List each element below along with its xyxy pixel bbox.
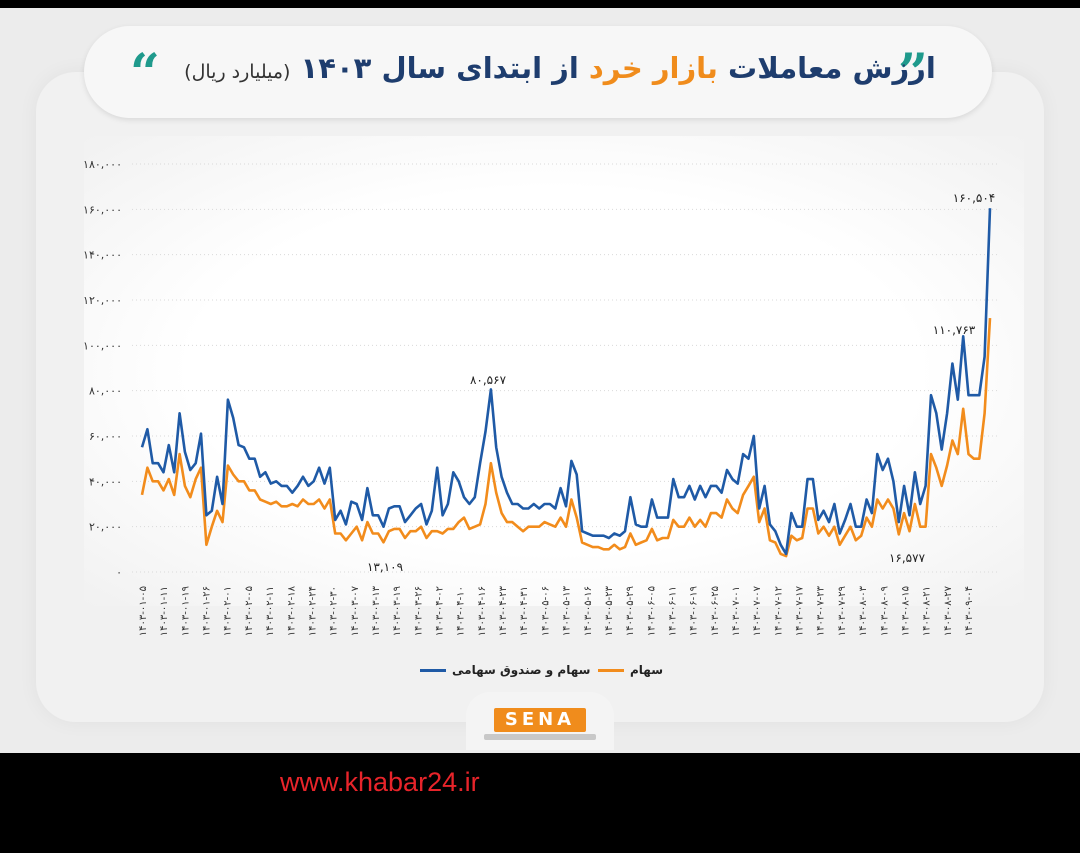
logo-box: SENA xyxy=(494,708,586,732)
x-tick-label: ۱۴۰۳-۰۲-۲۴ xyxy=(307,586,318,636)
title-suffix: از ابتدای سال ۱۴۰۳ xyxy=(300,51,579,85)
x-tick-label: ۱۴۰۳-۰۷-۱۲ xyxy=(773,586,784,636)
legend-label-blue: سهام و صندوق سهامی xyxy=(452,663,591,677)
x-tick-label: ۱۴۰۳-۰۱-۰۵ xyxy=(138,586,149,636)
title-unit: (میلیارد ریال) xyxy=(184,61,291,83)
logo-text: SENA xyxy=(504,709,576,730)
logo-tagline xyxy=(484,734,596,740)
x-tick-label: ۱۴۰۳-۰۷-۱۷ xyxy=(795,585,806,636)
x-tick-label: ۱۴۰۳-۰۸-۲۷ xyxy=(943,585,954,636)
y-tick-label: ۰ xyxy=(116,566,122,579)
x-tick-label: ۱۴۰۳-۰۲-۱۸ xyxy=(286,585,297,636)
y-tick-label: ۱۲۰,۰۰۰ xyxy=(83,294,122,307)
data-label: ۱۶۰,۵۰۴ xyxy=(953,191,996,205)
sena-logo: SENA xyxy=(466,692,614,750)
line-chart: ۰ ۲۰,۰۰۰ ۴۰,۰۰۰ ۶۰,۰۰۰ ۸۰,۰۰۰ ۱۰۰,۰۰۰ ۱۲۰,۰۰۰ ۱… xyxy=(83,158,1000,636)
chart-title: ارزش معاملات بازار خرد از ابتدای سال ۱۴۰… xyxy=(180,41,940,95)
legend-item-blue: سهام و صندوق سهامی xyxy=(420,660,610,680)
x-tick-label: ۱۴۰۳-۰۸-۰۳ xyxy=(858,585,869,636)
title-banner xyxy=(84,26,992,118)
x-tick-label: ۱۴۰۳-۰۴-۰۲ xyxy=(435,586,446,636)
x-tick-label: ۱۴۰۳-۰۶-۲۵ xyxy=(710,586,721,636)
data-label: ۱۶,۵۷۷ xyxy=(889,551,926,565)
data-label: ۱۳,۱۰۹ xyxy=(367,560,403,574)
legend-swatch-orange xyxy=(598,669,624,672)
x-tick-label: ۱۴۰۳-۰۴-۲۳ xyxy=(498,585,509,636)
legend-item-orange: سهام xyxy=(598,660,688,680)
x-tick-label: ۱۴۰۳-۰۱-۱۱ xyxy=(159,586,170,636)
x-tick-label: ۱۴۰۳-۰۲-۰۱ xyxy=(223,586,234,636)
y-tick-label: ۱۴۰,۰۰۰ xyxy=(83,249,122,262)
x-tick-label: ۱۴۰۳-۰۶-۱۹ xyxy=(689,586,700,636)
x-tick-label: ۱۴۰۳-۰۷-۲۳ xyxy=(816,585,827,636)
x-tick-label: ۱۴۰۳-۰۶-۱۱ xyxy=(667,586,678,636)
quote-open-icon: “ xyxy=(130,43,160,104)
x-tick-label: ۱۴۰۳-۰۲-۳۰ xyxy=(329,586,340,636)
data-label: ۱۱۰,۷۶۳ xyxy=(933,323,976,337)
y-tick-label: ۱۶۰,۰۰۰ xyxy=(83,203,122,216)
title-prefix: ارزش معاملات xyxy=(728,51,936,85)
x-tick-label: ۱۴۰۳-۰۵-۰۶ xyxy=(540,586,551,636)
x-tick-label: ۱۴۰۳-۰۳-۱۹ xyxy=(392,586,403,636)
x-tick-label: ۱۴۰۳-۰۱-۱۹ xyxy=(180,586,191,636)
infographic-card: “ ” ارزش معاملات بازار خرد از ابتدای سال… xyxy=(0,8,1080,753)
y-tick-label: ۱۰۰,۰۰۰ xyxy=(83,339,122,352)
x-tick-label: ۱۴۰۳-۰۴-۱۶ xyxy=(477,586,488,636)
plot-area xyxy=(84,136,1024,606)
x-tick-label: ۱۴۰۳-۰۲-۰۵ xyxy=(244,586,255,636)
y-tick-label: ۸۰,۰۰۰ xyxy=(89,385,122,398)
x-tick-label: ۱۴۰۳-۰۵-۲۳ xyxy=(604,585,615,636)
x-tick-label: ۱۴۰۳-۰۲-۱۱ xyxy=(265,586,276,636)
x-tick-label: ۱۴۰۳-۰۸-۲۱ xyxy=(922,586,933,636)
x-tick-label: ۱۴۰۳-۰۳-۰۷ xyxy=(350,585,361,636)
x-tick-label: ۱۴۰۳-۰۵-۲۹ xyxy=(625,586,636,636)
series-line-orange xyxy=(140,318,992,558)
y-tick-label: ۶۰,۰۰۰ xyxy=(89,430,122,443)
x-tick-label: ۱۴۰۳-۰۴-۱۰ xyxy=(456,586,467,636)
x-tick-label: ۱۴۰۳-۰۶-۰۵ xyxy=(646,586,657,636)
x-tick-label: ۱۴۰۳-۰۳-۲۶ xyxy=(413,586,424,636)
footer-bar: www.khabar24.ir xyxy=(0,753,1080,853)
x-tick-label: ۱۴۰۳-۰۵-۱۳ xyxy=(562,585,573,636)
website-link[interactable]: www.khabar24.ir xyxy=(280,767,480,797)
x-tick-label: ۱۴۰۳-۰۳-۱۳ xyxy=(371,585,382,636)
x-tick-label: ۱۴۰۳-۰۹-۰۴ xyxy=(964,586,975,636)
quote-close-icon: ” xyxy=(898,43,928,104)
x-tick-label: ۱۴۰۳-۰۷-۰۱ xyxy=(731,586,742,636)
x-tick-label: ۱۴۰۳-۰۵-۱۶ xyxy=(583,586,594,636)
y-tick-label: ۴۰,۰۰۰ xyxy=(89,475,122,488)
legend-label-orange: سهام xyxy=(630,663,664,677)
x-tick-label: ۱۴۰۳-۰۱-۲۶ xyxy=(202,586,213,636)
y-tick-label: ۱۸۰,۰۰۰ xyxy=(83,158,122,171)
data-label: ۸۰,۵۶۷ xyxy=(470,373,507,387)
x-tick-label: ۱۴۰۳-۰۸-۰۹ xyxy=(879,586,890,636)
series-line-blue xyxy=(140,208,992,556)
legend-swatch-blue xyxy=(420,669,446,672)
x-tick-label: ۱۴۰۳-۰۷-۰۷ xyxy=(752,585,763,636)
y-tick-label: ۲۰,۰۰۰ xyxy=(89,521,122,534)
title-highlight: بازار خرد xyxy=(588,51,718,85)
x-tick-label: ۱۴۰۳-۰۷-۲۹ xyxy=(837,586,848,636)
x-tick-label: ۱۴۰۳-۰۸-۱۵ xyxy=(900,586,911,636)
x-tick-label: ۱۴۰۳-۰۴-۳۱ xyxy=(519,586,530,636)
